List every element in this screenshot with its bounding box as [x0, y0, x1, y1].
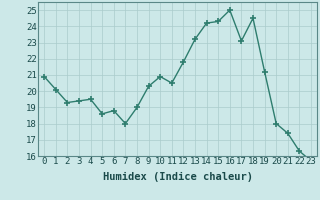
X-axis label: Humidex (Indice chaleur): Humidex (Indice chaleur)	[103, 172, 252, 182]
